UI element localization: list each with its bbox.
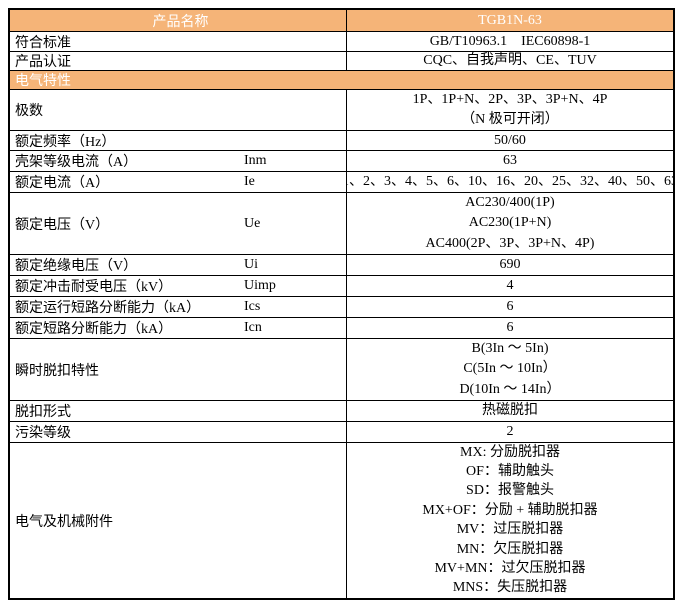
row-value: CQC、自我声明、CE、TUV — [423, 53, 597, 68]
row-value: 2 — [506, 424, 514, 439]
row-label: 极数 — [15, 104, 43, 119]
row-value: MX: 分励脱扣器 — [460, 444, 560, 460]
section-title: 电气特性 — [15, 74, 71, 89]
row-ultimate-breaking-capacity: 额定短路分断能力（kA） Icn 6 — [10, 317, 673, 338]
row-value: MNS：失压脱扣器 — [452, 580, 568, 596]
row-label: 脱扣形式 — [15, 405, 71, 420]
section-header-electrical: 电气特性 — [10, 70, 673, 89]
row-value: AC400(2P、3P、3P+N、4P) — [425, 235, 595, 251]
row-value: D(10In ～ 14In） — [459, 381, 561, 397]
row-label: 壳架等级电流（A） — [15, 155, 138, 170]
row-label: 额定电流（A） — [15, 176, 110, 191]
row-trip-type: 脱扣形式 热磁脱扣 — [10, 400, 673, 421]
row-label: 污染等级 — [15, 426, 71, 441]
row-insulation-voltage: 额定绝缘电压（V） Ui 690 — [10, 254, 673, 275]
row-label: 额定电压（V） — [15, 217, 110, 233]
header-model-cell: TGB1N-63 — [347, 10, 673, 31]
row-value: GB/T10963.1 IEC60898-1 — [429, 33, 591, 49]
row-label: 额定短路分断能力（kA） — [15, 322, 173, 337]
row-value: MV+MN：过欠压脱扣器 — [434, 560, 586, 576]
row-frame-current: 壳架等级电流（A） Inm 63 — [10, 150, 673, 171]
row-standards: 符合标准 GB/T10963.1 IEC60898-1 — [10, 31, 673, 51]
row-value: 4 — [506, 278, 514, 293]
row-value: AC230(1P+N) — [468, 215, 552, 231]
table-header-row: 产品名称 TGB1N-63 — [10, 10, 673, 31]
row-symbol: Ue — [244, 215, 261, 231]
row-label: 产品认证 — [15, 55, 71, 70]
row-label: 瞬时脱扣特性 — [15, 363, 99, 379]
row-value: 1、2、3、4、5、6、10、16、20、25、32、40、50、63 — [347, 174, 673, 189]
row-poles: 极数 1P、1P+N、2P、3P、3P+N、4P （N 极可开闭） — [10, 89, 673, 130]
row-value: 63 — [503, 153, 517, 168]
row-symbol: Ie — [244, 174, 255, 189]
row-value: 690 — [499, 257, 521, 272]
row-value: 1P、1P+N、2P、3P、3P+N、4P — [412, 92, 608, 107]
row-label: 额定冲击耐受电压（kV） — [15, 280, 173, 295]
row-tripping-characteristic: 瞬时脱扣特性 B(3In ～ 5In) C(5In ～ 10In） D(10In… — [10, 338, 673, 400]
row-value: 6 — [506, 299, 514, 314]
row-value: C(5In ～ 10In） — [463, 361, 557, 377]
row-value: OF：辅助触头 — [466, 464, 554, 480]
row-value: 6 — [506, 320, 514, 335]
row-impulse-voltage: 额定冲击耐受电压（kV） Uimp 4 — [10, 275, 673, 296]
product-spec-table: 产品名称 TGB1N-63 符合标准 GB/T10963.1 IEC60898-… — [8, 8, 675, 600]
row-value: （N 极可开闭） — [461, 112, 559, 127]
row-label: 电气及机械附件 — [15, 514, 113, 530]
row-accessories: 电气及机械附件 MX: 分励脱扣器 OF：辅助触头 SD：报警触头 MX+OF：… — [10, 442, 673, 598]
row-value: MV：过压脱扣器 — [456, 522, 564, 538]
row-label: 额定运行短路分断能力（kA） — [15, 301, 201, 316]
row-pollution-degree: 污染等级 2 — [10, 421, 673, 442]
row-value: 热磁脱扣 — [482, 403, 538, 418]
row-value: AC230/400(1P) — [465, 195, 555, 211]
row-label: 额定绝缘电压（V） — [15, 259, 138, 274]
row-value: MN：欠压脱扣器 — [456, 541, 564, 557]
header-product-name-cell: 产品名称 — [10, 10, 347, 31]
product-name-label: 产品名称 — [152, 14, 209, 30]
row-rated-frequency: 额定频率（Hz） 50/60 — [10, 130, 673, 150]
row-symbol: Inm — [244, 153, 267, 168]
row-value: 50/60 — [494, 132, 526, 148]
row-symbol: Uimp — [244, 278, 276, 293]
row-certification: 产品认证 CQC、自我声明、CE、TUV — [10, 51, 673, 70]
row-symbol: Ui — [244, 257, 258, 272]
row-value: MX+OF：分励 + 辅助脱扣器 — [422, 502, 598, 518]
row-label: 符合标准 — [15, 35, 71, 51]
row-symbol: Icn — [244, 320, 262, 335]
row-rated-voltage: 额定电压（V） Ue AC230/400(1P) AC230(1P+N) AC4… — [10, 192, 673, 254]
row-symbol: Ics — [244, 299, 261, 314]
row-label: 额定频率（Hz） — [15, 134, 116, 150]
row-value: B(3In ～ 5In) — [471, 341, 549, 357]
model-value: TGB1N-63 — [478, 12, 542, 28]
row-rated-current: 额定电流（A） Ie 1、2、3、4、5、6、10、16、20、25、32、40… — [10, 171, 673, 192]
row-value: SD：报警触头 — [466, 483, 554, 499]
row-service-breaking-capacity: 额定运行短路分断能力（kA） Ics 6 — [10, 296, 673, 317]
